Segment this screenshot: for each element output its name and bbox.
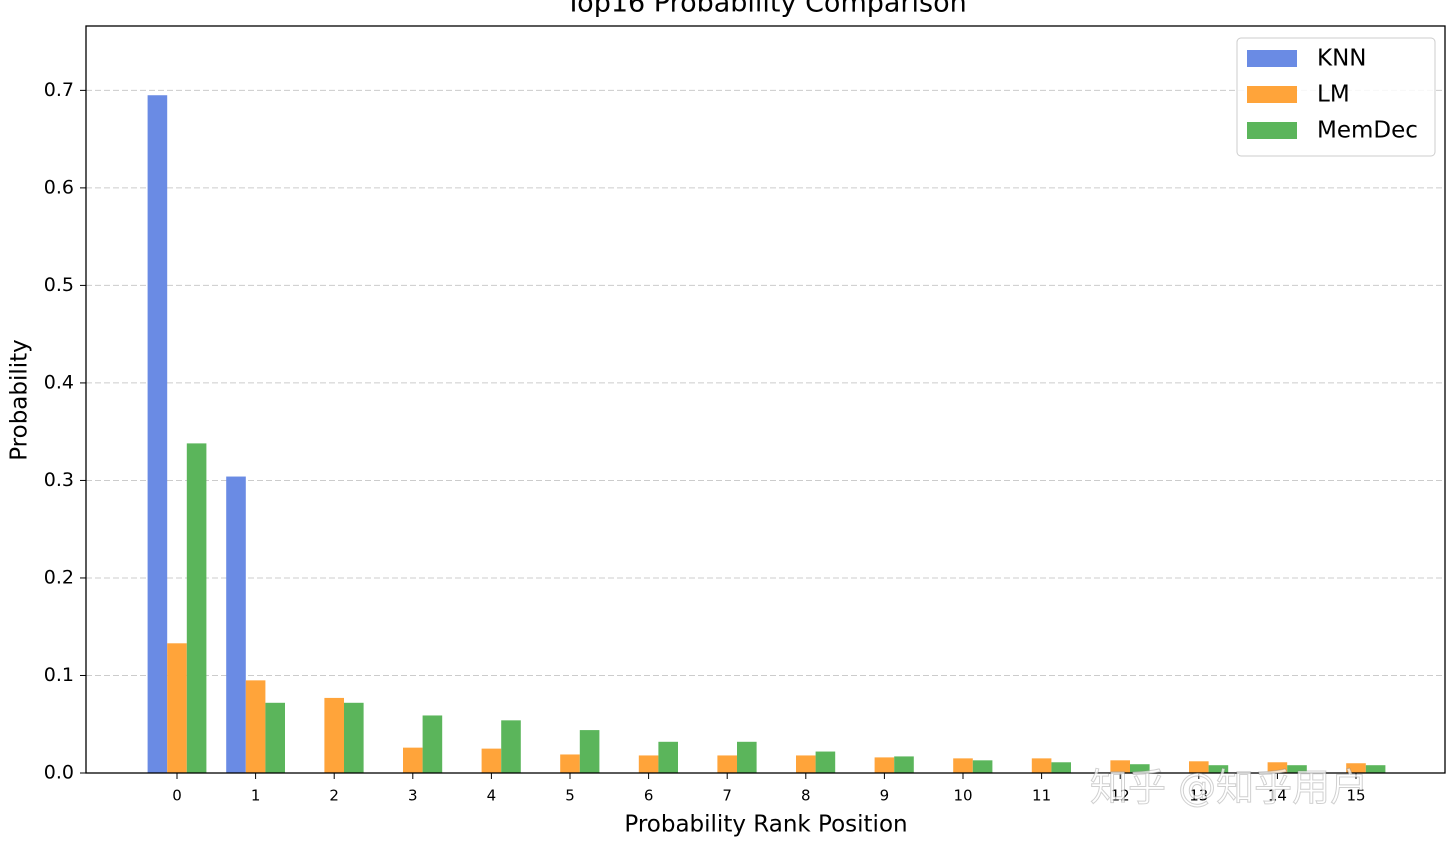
legend-swatch <box>1247 122 1297 139</box>
chart-title: Top16 Probability Comparison <box>564 0 966 19</box>
x-tick-label: 12 <box>1111 787 1130 805</box>
bar <box>403 747 423 773</box>
bar <box>579 730 600 773</box>
bar <box>324 697 344 773</box>
legend-label: KNN <box>1317 46 1367 72</box>
y-tick-label: 0.4 <box>44 371 74 393</box>
bar <box>186 443 207 773</box>
x-tick-label: 4 <box>487 787 497 805</box>
bar <box>953 758 973 773</box>
legend-label: MemDec <box>1317 118 1418 144</box>
x-tick-label: 5 <box>565 787 575 805</box>
y-tick-label: 0.6 <box>44 176 74 198</box>
bar <box>1346 763 1366 773</box>
legend-label: LM <box>1317 82 1350 108</box>
bar <box>245 680 266 773</box>
y-axis-label: Probability <box>7 339 33 461</box>
bar <box>874 757 895 773</box>
y-tick-label: 0.2 <box>44 566 74 588</box>
y-tick-label: 0.1 <box>44 664 74 686</box>
x-tick-label: 0 <box>172 787 182 805</box>
bar <box>1208 765 1229 773</box>
bar <box>344 702 364 773</box>
bar <box>1267 762 1288 773</box>
x-tick-label: 3 <box>408 787 418 805</box>
x-tick-label: 1 <box>251 787 261 805</box>
bar <box>1287 765 1307 773</box>
watermark: 知乎 @知乎用户 <box>1090 766 1368 810</box>
bar <box>1110 760 1130 773</box>
bar <box>265 702 285 773</box>
y-tick-label: 0.3 <box>44 469 74 491</box>
plot-frame <box>85 25 1446 774</box>
x-axis-label: Probability Rank Position <box>624 812 907 838</box>
y-tick-label: 0.0 <box>44 762 74 784</box>
bar <box>658 741 678 773</box>
bar <box>1189 761 1209 773</box>
bar <box>638 755 659 773</box>
bar <box>717 755 737 773</box>
y-tick-label: 0.7 <box>44 79 74 101</box>
legend-swatch <box>1247 50 1297 67</box>
bar <box>226 476 246 773</box>
x-tick-label: 10 <box>953 787 972 805</box>
bar <box>972 760 993 773</box>
legend-swatch <box>1247 86 1297 103</box>
bar <box>737 741 757 773</box>
bar <box>560 754 580 773</box>
x-tick-label: 13 <box>1189 787 1208 805</box>
x-tick-label: 8 <box>801 787 811 805</box>
x-tick-label: 11 <box>1032 787 1051 805</box>
x-tick-label: 14 <box>1268 787 1287 805</box>
x-tick-label: 2 <box>329 787 339 805</box>
bar <box>815 751 836 773</box>
y-tick-label: 0.5 <box>44 274 74 296</box>
bar <box>1365 765 1386 773</box>
bar <box>501 720 521 773</box>
x-tick-label: 6 <box>644 787 654 805</box>
bar <box>167 643 187 773</box>
x-tick-label: 7 <box>722 787 732 805</box>
bar <box>1031 758 1052 773</box>
bar <box>894 756 914 773</box>
x-tick-label: 9 <box>880 787 890 805</box>
bar <box>1051 762 1071 773</box>
x-tick-label: 15 <box>1346 787 1365 805</box>
bar <box>1130 764 1150 773</box>
bar <box>422 715 443 773</box>
bar <box>796 755 816 773</box>
bar <box>481 748 502 773</box>
bar <box>147 95 168 774</box>
